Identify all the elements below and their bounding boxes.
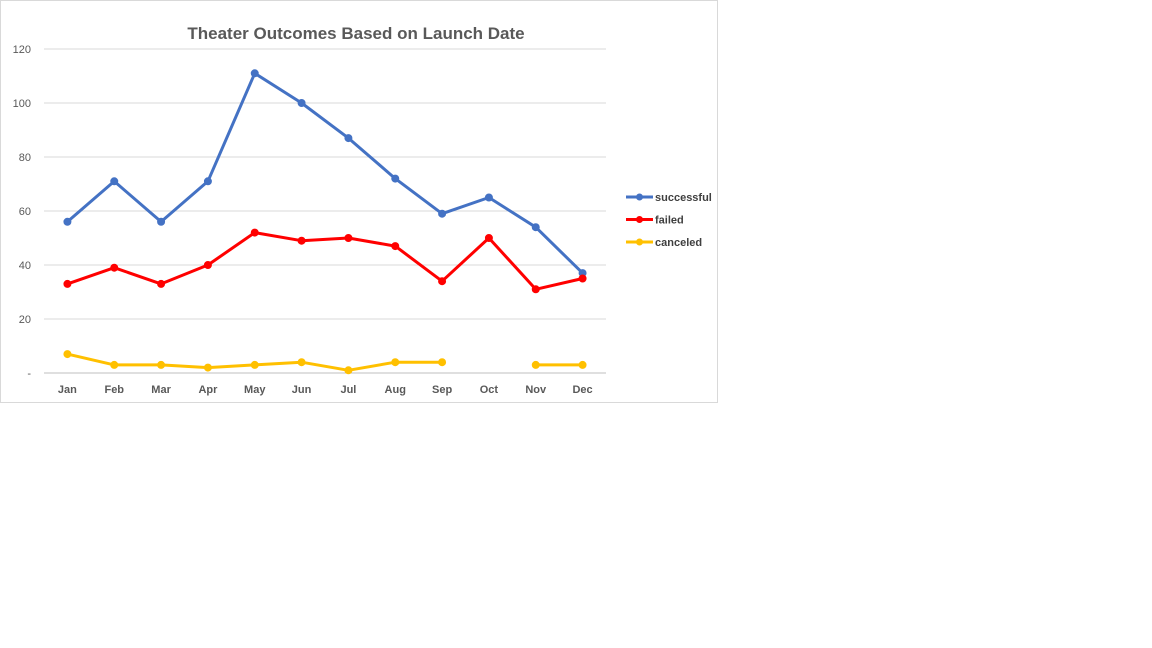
series-line (65, 352, 585, 372)
chart-container: Theater Outcomes Based on Launch Date - 2… (0, 0, 718, 403)
data-point (438, 277, 447, 286)
y-tick-label: 100 (13, 98, 31, 110)
x-tick-label: Sep (432, 384, 452, 396)
x-tick-label: Dec (572, 384, 592, 396)
data-point (438, 358, 447, 367)
data-point (344, 366, 353, 375)
x-tick-label: Aug (385, 384, 406, 396)
y-axis-ticks: - 20 40 60 80 100 120 (13, 44, 32, 380)
data-point (250, 228, 259, 237)
x-tick-label: Jun (292, 384, 312, 396)
x-tick-label: Feb (104, 384, 124, 396)
data-point (578, 274, 587, 283)
legend-swatch-marker (636, 238, 643, 246)
x-tick-label: Oct (480, 384, 499, 396)
legend-label: canceled (655, 237, 702, 249)
y-tick-label: - (27, 368, 31, 380)
data-point (531, 360, 540, 369)
data-point (110, 263, 119, 272)
legend-swatch-marker (636, 216, 643, 223)
x-tick-label: May (244, 384, 266, 396)
y-tick-label: 40 (19, 260, 31, 272)
data-point (438, 209, 447, 218)
legend: successful failed canceled (626, 192, 712, 249)
data-point (531, 223, 540, 232)
series-successful (63, 69, 587, 278)
x-tick-label: Jul (340, 384, 356, 396)
data-point (344, 134, 353, 143)
gridlines (44, 48, 606, 374)
data-point (531, 285, 540, 294)
data-point (344, 234, 353, 242)
data-point (391, 174, 400, 183)
data-point (297, 236, 306, 245)
data-point (110, 177, 119, 186)
x-tick-label: Apr (198, 384, 218, 396)
y-tick-label: 80 (19, 152, 31, 164)
series-group (63, 69, 587, 375)
data-point (157, 360, 166, 369)
data-point (391, 242, 400, 251)
data-point (484, 234, 493, 242)
data-point (63, 350, 72, 359)
data-point (578, 360, 587, 369)
data-point (63, 217, 72, 226)
data-point (250, 360, 259, 369)
x-axis-ticks: Jan Feb Mar Apr May Jun Jul Aug Sep Oct Nov Dec (58, 384, 593, 396)
data-point (484, 193, 493, 202)
data-point (157, 217, 166, 226)
series-canceled (63, 350, 587, 375)
chart-title: Theater Outcomes Based on Launch Date (187, 24, 524, 43)
data-point (297, 99, 306, 107)
x-tick-label: Mar (151, 384, 171, 396)
x-tick-label: Jan (58, 384, 77, 396)
data-point (203, 363, 212, 372)
data-point (110, 360, 119, 369)
data-point (250, 69, 259, 78)
data-point (203, 177, 212, 186)
data-point (157, 279, 166, 288)
y-tick-label: 20 (19, 314, 31, 326)
data-point (297, 358, 306, 367)
x-tick-label: Nov (525, 384, 547, 396)
y-tick-label: 60 (19, 206, 31, 218)
series-line (65, 231, 585, 291)
data-point (203, 261, 212, 269)
data-point (391, 358, 400, 367)
y-tick-label: 120 (13, 44, 31, 56)
series-failed (63, 228, 587, 294)
line-chart: Theater Outcomes Based on Launch Date - 2… (13, 24, 712, 396)
legend-swatch-marker (636, 193, 643, 201)
data-point (63, 279, 72, 288)
series-line (65, 71, 585, 275)
legend-label: successful (655, 192, 712, 204)
legend-label: failed (655, 215, 684, 227)
